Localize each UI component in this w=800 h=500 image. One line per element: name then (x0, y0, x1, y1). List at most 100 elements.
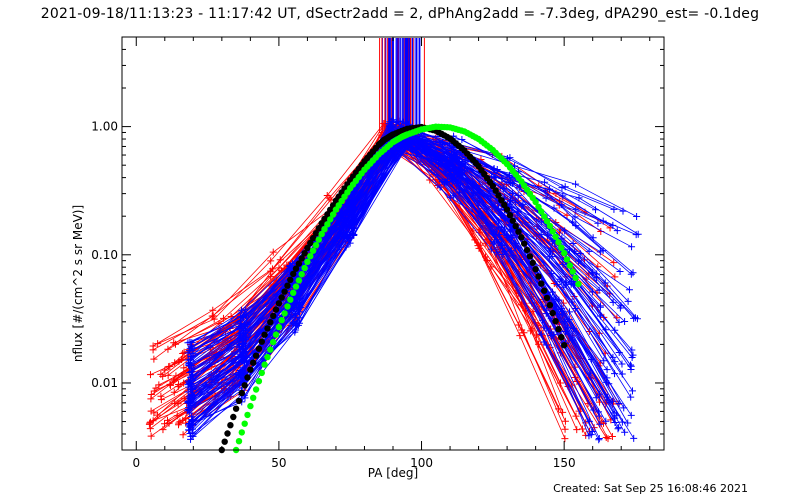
curve-marker (611, 358, 619, 366)
curve-marker (296, 287, 304, 295)
model-dot (538, 280, 545, 287)
curve-marker (564, 323, 572, 331)
curve-marker (450, 192, 458, 200)
curve-marker (241, 309, 249, 317)
curve-marker (615, 424, 623, 432)
model-dot (495, 192, 502, 199)
model-dot (230, 413, 237, 421)
curve-marker (592, 274, 600, 282)
curve-marker (208, 312, 216, 320)
curve-marker (350, 203, 358, 211)
model-dot (272, 331, 280, 338)
curve-marker (164, 416, 172, 424)
curve-marker (596, 390, 604, 398)
x-tick-label: 150 (553, 456, 576, 470)
curve-marker (209, 306, 217, 314)
curve-marker (171, 340, 179, 348)
curve-marker (507, 247, 515, 255)
curve-marker (146, 425, 154, 433)
curve-marker (596, 420, 604, 428)
curve-marker (276, 256, 284, 264)
curve-marker (588, 288, 596, 296)
model-dot (295, 277, 303, 284)
curve-marker (600, 357, 608, 365)
curve-marker (441, 161, 449, 169)
model-dot (255, 378, 263, 385)
curve-marker (292, 326, 300, 334)
curve-marker (290, 304, 298, 312)
curve-marker (599, 217, 607, 225)
curve-marker (186, 430, 194, 438)
curve-marker (610, 259, 618, 267)
model-dot (552, 318, 559, 325)
curve-marker (493, 248, 501, 256)
curve-marker (610, 409, 618, 417)
curve-marker (627, 393, 635, 401)
model-dot (569, 268, 576, 275)
curve-marker (601, 279, 609, 287)
curve-marker (613, 227, 621, 235)
curve-marker (559, 310, 567, 318)
curve-marker (164, 345, 172, 353)
model-dot (275, 300, 283, 307)
model-dot (275, 323, 283, 331)
model-dot (235, 438, 243, 445)
curve-marker (174, 400, 182, 408)
curve-marker (294, 321, 302, 329)
model-dot (238, 429, 245, 436)
curve-marker (572, 205, 580, 213)
curve-marker (573, 426, 581, 434)
curve-marker (238, 323, 246, 331)
curve-marker (558, 184, 566, 192)
curve-marker (548, 253, 556, 261)
model-dot (532, 198, 539, 206)
curve-marker (611, 419, 619, 427)
curve-marker (239, 343, 247, 351)
model-dot (255, 345, 263, 352)
curve-marker (286, 262, 294, 270)
model-dot (258, 369, 265, 377)
model-dot (301, 264, 308, 272)
curve-marker (595, 436, 603, 444)
curve-marker (595, 434, 603, 442)
model-dot (281, 288, 288, 295)
model-dot (561, 342, 568, 349)
curve-marker (150, 355, 158, 363)
model-dot (492, 187, 499, 194)
curve-marker (507, 227, 515, 235)
curve-marker (184, 399, 192, 407)
curve-marker (604, 435, 612, 443)
curve-marker (349, 227, 357, 235)
curve-marker (438, 141, 446, 149)
curve-marker (349, 213, 357, 221)
curve-marker (267, 257, 275, 265)
model-dot (232, 405, 240, 412)
curve-marker (161, 420, 169, 428)
model-dot (270, 312, 277, 320)
model-dot (309, 234, 317, 242)
model-dot (546, 301, 554, 309)
model-layer (218, 123, 582, 454)
model-dot (281, 310, 288, 317)
curve-marker (627, 361, 635, 369)
curve-marker (267, 273, 275, 281)
model-dot (298, 255, 305, 262)
x-tick-label: 100 (410, 456, 433, 470)
curve-marker (602, 417, 610, 425)
curve-marker (152, 384, 160, 392)
model-dot (561, 249, 568, 257)
y-tick-label: 0.10 (91, 248, 118, 262)
curve-marker (170, 339, 178, 347)
model-dot (558, 334, 565, 341)
model-dot (489, 182, 496, 190)
curve-marker (165, 363, 173, 371)
model-dot (267, 319, 274, 326)
model-dot (278, 294, 285, 301)
model-dot (327, 216, 334, 223)
curve-marker (297, 304, 305, 311)
curve-marker (634, 230, 642, 238)
curve-marker (175, 421, 183, 429)
curve-marker (512, 198, 520, 206)
curve-marker (188, 416, 196, 424)
curve-marker (451, 167, 459, 175)
